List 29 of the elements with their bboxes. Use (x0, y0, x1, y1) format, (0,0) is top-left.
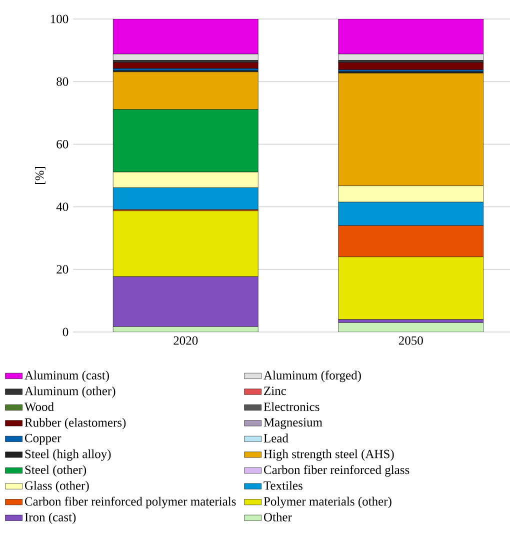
y-tick-label: 100 (50, 14, 68, 24)
y-tick-label: 80 (56, 77, 68, 86)
legend-label: Aluminum (forged) (264, 370, 361, 382)
legend-label: Rubber (elastomers) (24, 418, 126, 430)
y-tick-label: 0 (62, 328, 68, 336)
x-tick-label: 2020 (174, 336, 198, 345)
legend-label: Glass (other) (24, 481, 89, 492)
legend-label: Lead (264, 434, 288, 442)
x-tick-label: 2050 (398, 336, 423, 345)
legend-label: Steel (other) (25, 465, 86, 477)
legend-label: Copper (24, 434, 62, 445)
legend-label: Aluminum (other) (24, 386, 116, 398)
legend-label: Wood (24, 402, 54, 412)
y-tick-label: 40 (56, 202, 68, 212)
y-axis-title: [%] (35, 167, 46, 184)
legend-label: High strength steel (AHS) (264, 449, 394, 461)
legend-label: Polymer materials (other) (264, 496, 392, 508)
legend-label: Steel (high alloy) (25, 449, 111, 461)
y-tick-label: 20 (56, 265, 68, 274)
legend-label: Carbon fiber reinforced polymer materials (24, 496, 236, 508)
y-tick-label: 60 (56, 140, 68, 148)
legend-label: Aluminum (cast) (24, 370, 109, 382)
legend-label: Other (264, 512, 292, 522)
legend-label: Magnesium (264, 418, 322, 430)
legend-label: Carbon fiber reinforced glass (264, 465, 410, 477)
legend-label: Textiles (264, 481, 302, 490)
legend-label: Iron (cast) (24, 512, 76, 524)
legend-label: Electronics (264, 402, 320, 412)
legend-label: Zinc (264, 386, 286, 396)
